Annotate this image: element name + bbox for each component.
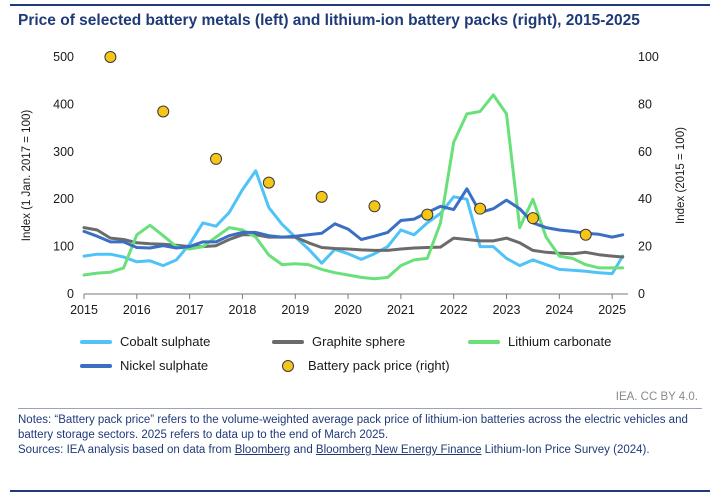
sources-suffix: Lithium-Ion Price Survey (2024). [481, 444, 650, 456]
battery-pack-point [474, 202, 487, 215]
legend-label-battery: Battery pack price (right) [308, 358, 450, 373]
legend-swatch-nickel [80, 363, 112, 368]
battery-pack-point [262, 176, 275, 189]
chart-svg: 2015 2016 2017 2018 2019 2020 2021 2022 2023 2024… [21, 50, 687, 317]
x-tick-label: 2023 [493, 303, 521, 317]
legend-item-lithium: Lithium carbonate [468, 334, 611, 349]
x-tick-label: 2015 [70, 303, 98, 317]
sources-prefix: Sources: IEA analysis based on data from [18, 444, 235, 456]
battery-pack-point [421, 208, 434, 221]
sources-and: and [290, 444, 316, 456]
legend-swatch-graphite [272, 339, 304, 344]
notes: Notes: “Battery pack price” refers to th… [18, 413, 706, 458]
legend-swatch-lithium [468, 339, 500, 344]
series-line-lithium-carbonate [82, 93, 625, 281]
y-right-tick-label: 0 [638, 287, 645, 301]
battery-pack-point [315, 190, 328, 203]
legend-marker-battery [282, 359, 294, 372]
x-tick-label: 2018 [229, 303, 257, 317]
legend-label-graphite: Graphite sphere [312, 334, 406, 349]
top-rule [10, 4, 710, 6]
notes-text: Notes: “Battery pack price” refers to th… [18, 414, 688, 441]
separator-rule [18, 408, 702, 409]
y-right-tick-label: 80 [638, 97, 652, 111]
battery-pack-point [579, 228, 592, 241]
legend-item-graphite: Graphite sphere [272, 334, 405, 349]
legend-label-nickel: Nickel sulphate [120, 358, 209, 373]
y-left-tick-label: 500 [53, 50, 74, 64]
x-tick-label: 2024 [545, 303, 573, 317]
battery-pack-point [104, 51, 117, 63]
x-tick-label: 2025 [598, 303, 626, 317]
y-left-tick-label: 200 [53, 192, 74, 206]
chart-title: Price of selected battery metals (left) … [18, 12, 640, 29]
y-left-tick-label: 400 [53, 97, 74, 111]
bnef-link[interactable]: Bloomberg New Energy Finance [315, 444, 482, 456]
y-right-tick-label: 40 [638, 192, 652, 206]
y-right-tick-label: 100 [638, 50, 659, 64]
legend-swatch-cobalt [80, 339, 112, 344]
battery-pack-point [526, 212, 539, 225]
legend-label-lithium: Lithium carbonate [508, 334, 612, 349]
legend-item-nickel: Nickel sulphate [80, 358, 208, 373]
credit-text: IEA. CC BY 4.0. [615, 391, 698, 403]
legend-item-battery: Battery pack price (right) [272, 358, 450, 373]
battery-pack-point [157, 105, 170, 118]
x-tick-label: 2017 [176, 303, 204, 317]
battery-pack-point [368, 200, 381, 213]
y-left-tick-label: 100 [53, 240, 74, 254]
battery-pack-point [210, 152, 223, 165]
x-tick-label: 2019 [281, 303, 309, 317]
series-line-nickel-sulphate [82, 187, 625, 250]
y-left-tick-label: 300 [53, 145, 74, 159]
y-left-axis-title: Index (1 Jan. 2017 = 100) [21, 110, 33, 242]
y-right-axis-title: Index (2015 = 100) [675, 127, 687, 224]
legend-item-cobalt: Cobalt sulphate [80, 334, 210, 349]
y-right-tick-label: 60 [638, 145, 652, 159]
x-tick-label: 2016 [123, 303, 151, 317]
x-tick-label: 2020 [334, 303, 362, 317]
sources-text: Sources: IEA analysis based on data from… [18, 443, 706, 458]
x-tick-label: 2021 [387, 303, 415, 317]
bottom-rule [10, 490, 710, 492]
y-left-tick-label: 0 [67, 287, 74, 301]
y-right-tick-label: 20 [638, 240, 652, 254]
x-tick-label: 2022 [440, 303, 468, 317]
series-line-cobalt-sulphate [82, 169, 625, 276]
bloomberg-link[interactable]: Bloomberg [234, 444, 291, 456]
legend-label-cobalt: Cobalt sulphate [120, 334, 211, 349]
legend: Cobalt sulphate Graphite sphere Lithium … [80, 334, 680, 384]
